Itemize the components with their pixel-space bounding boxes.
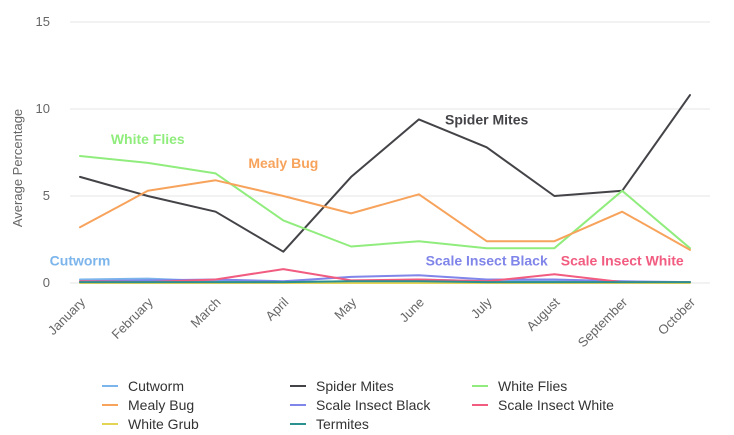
x-tick-label-october: October: [655, 294, 699, 338]
series-lines: [79, 94, 691, 284]
legend-label: Termites: [316, 416, 369, 432]
legend-label: Cutworm: [128, 378, 184, 394]
series-line-termites[interactable]: [79, 280, 691, 284]
x-axis-ticks: January February March April May June July Augu…: [45, 294, 699, 350]
legend-item-cutworm[interactable]: Cutworm: [102, 378, 184, 394]
legend-item-scale-insect-black[interactable]: Scale Insect Black: [290, 397, 431, 413]
x-tick-label-january: January: [45, 294, 89, 338]
legend-label: Scale Insect White: [498, 397, 614, 413]
legend-item-scale-insect-white[interactable]: Scale Insect White: [472, 397, 614, 413]
annotation-scale-insect-black: Scale Insect Black: [426, 253, 548, 269]
x-tick-label-may: May: [331, 294, 359, 322]
x-tick-label-august: August: [523, 294, 562, 333]
x-tick-label-april: April: [262, 294, 291, 323]
legend-item-white-grub[interactable]: White Grub: [102, 416, 199, 432]
legend-label: White Flies: [498, 378, 567, 394]
legend-label: Mealy Bug: [128, 397, 194, 413]
annotation-scale-insect-white: Scale Insect White: [561, 253, 684, 269]
annotation-spider-mites: Spider Mites: [445, 112, 528, 128]
legend-label: Spider Mites: [316, 378, 394, 394]
series-annotations: White Flies Mealy Bug Spider Mites Cutworm S…: [50, 112, 684, 269]
series-line-mealy-bug[interactable]: [79, 179, 691, 251]
series-line-spider-mites[interactable]: [79, 94, 691, 253]
y-tick-label: 15: [36, 14, 50, 29]
legend-item-spider-mites[interactable]: Spider Mites: [290, 378, 394, 394]
legend-item-mealy-bug[interactable]: Mealy Bug: [102, 397, 194, 413]
y-axis-ticks: 0 5 10 15: [36, 14, 50, 290]
legend-item-white-flies[interactable]: White Flies: [472, 378, 567, 394]
series-line-white-flies[interactable]: [79, 155, 691, 250]
y-tick-label: 10: [36, 101, 50, 116]
annotation-mealy-bug: Mealy Bug: [248, 155, 318, 171]
x-tick-label-july: July: [468, 294, 495, 321]
x-tick-label-june: June: [396, 295, 427, 326]
y-tick-label: 5: [43, 188, 50, 203]
annotation-white-flies: White Flies: [111, 131, 185, 147]
annotation-cutworm: Cutworm: [50, 253, 111, 269]
x-tick-label-march: March: [188, 295, 224, 331]
x-tick-label-february: February: [109, 294, 157, 342]
legend[interactable]: Cutworm Spider Mites White Flies Mealy Bug S…: [102, 378, 614, 432]
series-line-scale-insect-white[interactable]: [79, 268, 691, 284]
x-tick-label-september: September: [575, 294, 631, 350]
y-tick-label: 0: [43, 275, 50, 290]
legend-item-termites[interactable]: Termites: [290, 416, 369, 432]
y-axis-title: Average Percentage: [10, 109, 25, 227]
legend-label: Scale Insect Black: [316, 397, 431, 413]
legend-label: White Grub: [128, 416, 199, 432]
